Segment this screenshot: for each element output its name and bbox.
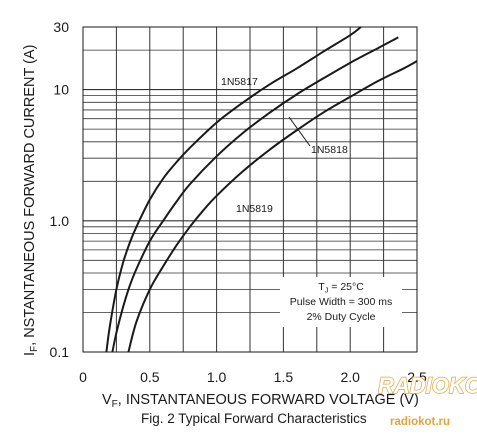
y-tick-labels: 0.1 1.0 10 30 [50, 19, 70, 360]
series-label-1n5819: 1N5819 [236, 203, 273, 215]
condition-pulse-width: Pulse Width = 300 ms [290, 296, 392, 308]
x-tick-labels: 0 0.5 1.0 1.5 2.0 2.5 [79, 369, 427, 385]
figure-caption: Fig. 2 Typical Forward Characteristics [141, 411, 367, 426]
x-tick-label: 2.5 [407, 369, 427, 385]
x-tick-label: 0.5 [140, 369, 160, 385]
plot-frame [82, 26, 418, 353]
x-tick-label: 2.0 [340, 369, 360, 385]
curve-1n5818 [111, 36, 399, 353]
conditions-box [280, 277, 402, 327]
y-tick-label: 1.0 [50, 213, 70, 229]
condition-temperature: TJ = 25°C [318, 281, 364, 295]
horizontal-grid [83, 49, 417, 313]
x-tick-label: 1.0 [207, 369, 227, 385]
condition-duty-cycle: 2% Duty Cycle [307, 311, 376, 323]
y-tick-label: 10 [53, 82, 69, 98]
y-axis-title: IF, NSTANTANEOUS FORWARD CURRENT (A) [22, 45, 40, 356]
curves [105, 26, 418, 353]
y-tick-label: 30 [53, 19, 69, 35]
series-label-1n5817: 1N5817 [221, 76, 258, 88]
watermark-logo: RADIOKOT [378, 373, 477, 398]
series-label-1n5818-leader [288, 116, 311, 147]
x-axis-title: VF, INSTANTANEOUS FORWARD VOLTAGE (V) [102, 392, 419, 410]
x-tick-label: 0 [79, 369, 87, 385]
curve-1n5817 [105, 26, 362, 353]
y-tick-label: 0.1 [50, 344, 70, 360]
x-tick-label: 1.5 [274, 369, 294, 385]
curve-1n5819 [127, 60, 418, 353]
series-label-1n5818: 1N5818 [311, 144, 348, 156]
watermark-url: radiokot.ru [390, 416, 450, 428]
